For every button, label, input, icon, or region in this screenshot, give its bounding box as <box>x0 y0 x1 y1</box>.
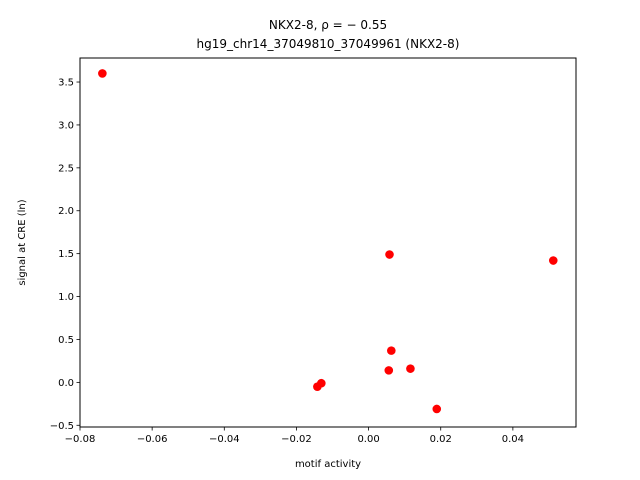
chart-title-line2: hg19_chr14_37049810_37049961 (NKX2-8) <box>197 37 460 51</box>
data-point <box>313 382 322 391</box>
data-point <box>548 256 558 265</box>
x-tick-label: 0.00 <box>357 434 379 445</box>
x-tick-label: −0.08 <box>65 434 96 445</box>
y-tick-label: 0.5 <box>58 335 74 346</box>
x-tick-label: 0.04 <box>502 434 524 445</box>
x-tick-label: −0.02 <box>281 434 312 445</box>
data-point <box>432 404 442 414</box>
y-tick-label: −0.5 <box>50 421 74 432</box>
y-tick-label: 3.0 <box>58 120 74 131</box>
data-point <box>406 364 415 373</box>
y-tick-label: 2.5 <box>58 163 74 174</box>
x-tick-label: −0.06 <box>137 434 168 445</box>
y-tick-label: 3.5 <box>58 78 74 89</box>
data-point <box>385 250 394 259</box>
x-tick-label: −0.04 <box>209 434 240 445</box>
chart-title-line1: NKX2-8, ρ = − 0.55 <box>269 18 387 32</box>
y-tick-label: 2.0 <box>58 206 74 217</box>
x-tick-label: 0.02 <box>430 434 452 445</box>
y-tick-label: 1.0 <box>58 292 74 303</box>
axes-frame <box>79 57 577 428</box>
data-point <box>384 366 394 375</box>
plot-area: −0.08 −0.06 −0.04 −0.02 0.00 0.02 0.04 −0.5 0.0 0… <box>50 69 558 445</box>
x-axis-label: motif activity <box>295 459 361 470</box>
y-tick-label: 0.0 <box>58 378 74 389</box>
y-axis-label: signal at CRE (ln) <box>17 199 28 285</box>
y-tick-label: 1.5 <box>58 249 74 260</box>
data-point <box>387 346 396 355</box>
data-point <box>98 69 107 78</box>
